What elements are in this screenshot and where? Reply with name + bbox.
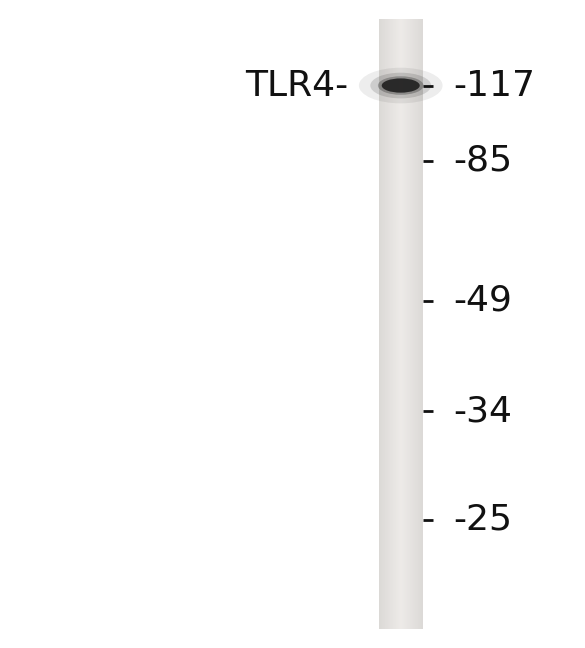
Bar [386,19,387,629]
Bar [421,19,422,629]
Bar [421,19,422,629]
Text: -34: -34 [453,395,512,428]
Bar [422,19,424,629]
Bar [407,19,408,629]
Bar [400,19,401,629]
Bar [392,19,393,629]
Bar [382,19,383,629]
Bar [401,19,402,629]
Bar [419,19,420,629]
Bar [397,19,398,629]
Bar [420,19,421,629]
Bar [413,19,414,629]
Bar [395,19,397,629]
Ellipse shape [382,78,420,93]
Bar [411,19,412,629]
Bar [418,19,419,629]
Bar [405,19,407,629]
Bar [408,19,410,629]
Bar [398,19,399,629]
Ellipse shape [378,76,424,95]
Bar [418,19,419,629]
Bar [417,19,418,629]
Text: TLR4-: TLR4- [245,69,348,102]
Bar [404,19,405,629]
Bar [380,19,381,629]
Bar [404,19,406,629]
Bar [401,19,402,629]
Bar [407,19,408,629]
Bar [416,19,417,629]
Bar [388,19,389,629]
Text: -49: -49 [453,284,512,318]
Bar [379,19,380,629]
Bar [395,19,396,629]
Text: -117: -117 [453,69,535,102]
Bar [388,19,390,629]
Bar [406,19,407,629]
Bar [394,19,395,629]
Bar [391,19,392,629]
Bar [391,19,393,629]
Bar [415,19,417,629]
Bar [400,19,401,629]
Bar [383,19,384,629]
Bar [383,19,384,629]
Bar [390,19,391,629]
Text: -85: -85 [453,144,512,178]
Bar [409,19,410,629]
Bar [398,19,400,629]
Bar [393,19,394,629]
Ellipse shape [370,73,431,98]
Bar [394,19,395,629]
Bar [410,19,412,629]
Bar [385,19,386,629]
Bar [412,19,414,629]
Bar [384,19,386,629]
Text: -25: -25 [453,503,512,537]
Ellipse shape [359,68,443,104]
Bar [381,19,383,629]
Bar [410,19,411,629]
Bar [386,19,387,629]
Bar [387,19,388,629]
Bar [397,19,398,629]
Bar [412,19,413,629]
Bar [415,19,416,629]
Bar [414,19,415,629]
Bar [402,19,404,629]
Bar [403,19,404,629]
Bar [380,19,381,629]
Bar [389,19,390,629]
